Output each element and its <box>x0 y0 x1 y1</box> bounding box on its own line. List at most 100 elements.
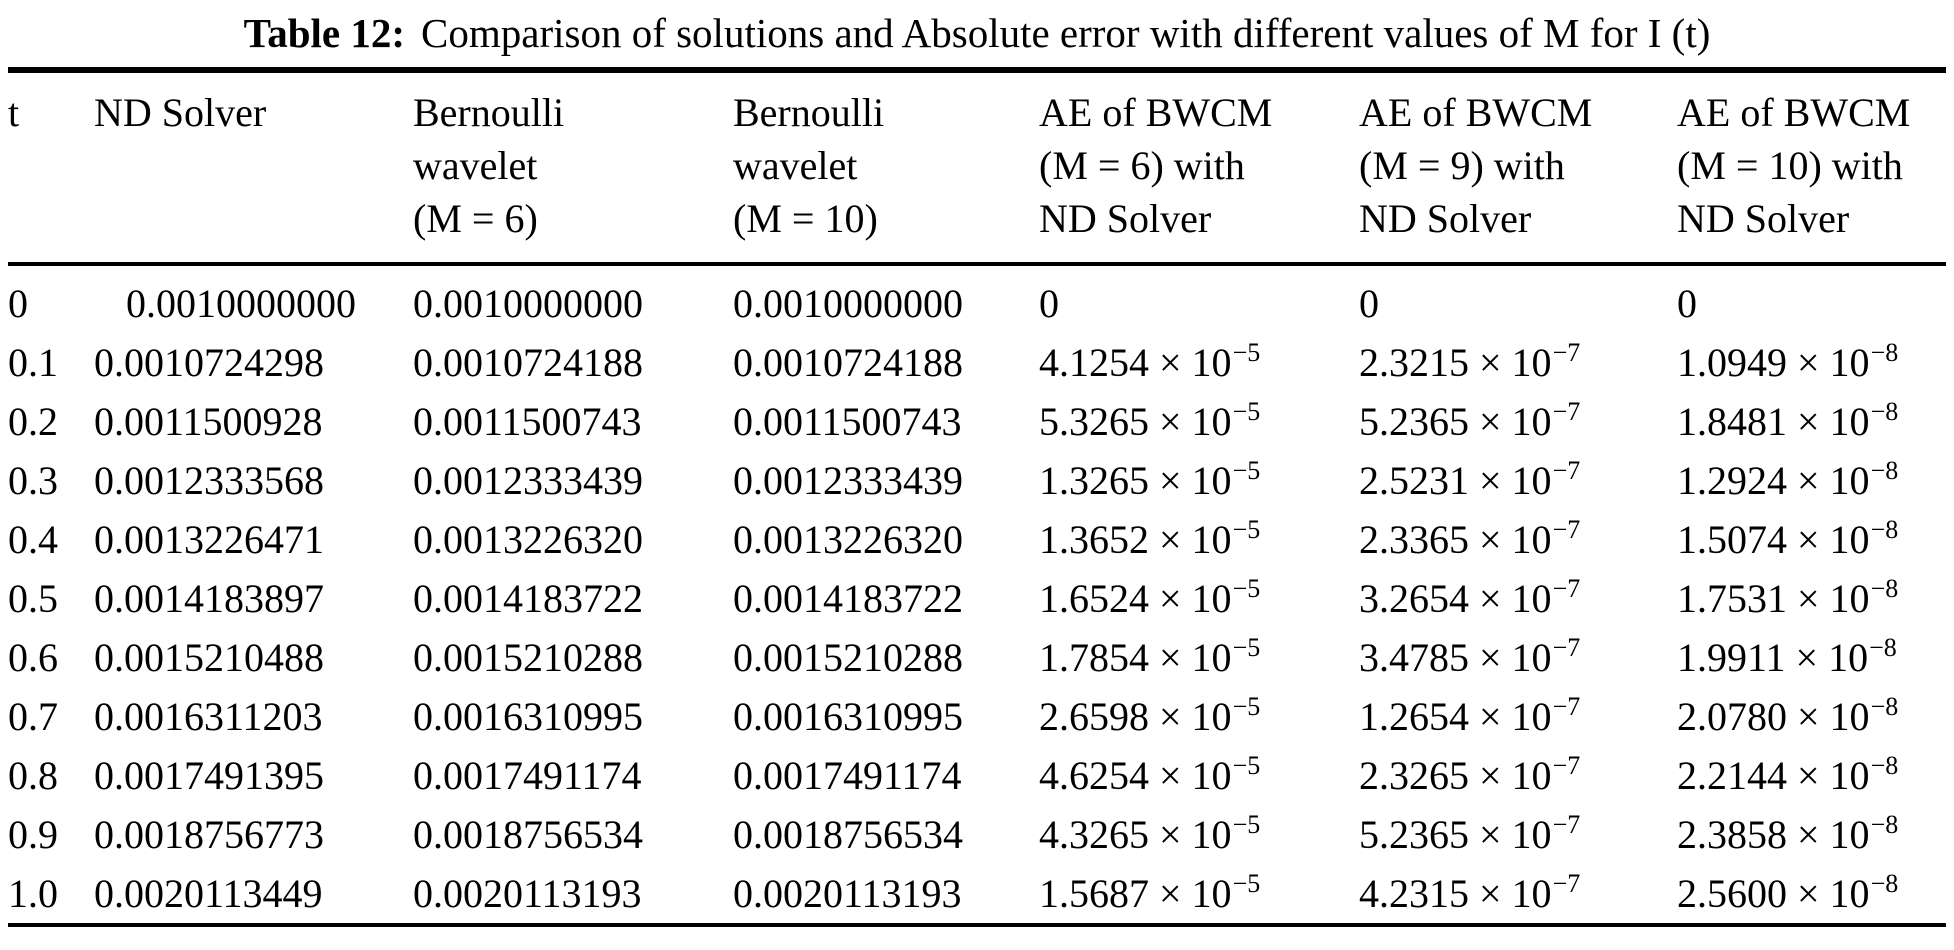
cell-t: 1.0 <box>8 870 58 916</box>
cell-bw-m6: 0.0010724188 <box>413 339 643 385</box>
cell-bw-m10: 0.0018756534 <box>733 811 963 857</box>
column-header-t: t <box>8 70 94 266</box>
exponent: −5 <box>1232 632 1261 662</box>
cell-t: 0.5 <box>8 575 58 621</box>
exponent: −8 <box>1870 396 1899 426</box>
cell-ae-m9: 2.3365 × 10−7 <box>1359 514 1581 562</box>
cell-ae-m6: 4.6254 × 10−5 <box>1039 750 1261 798</box>
cell-ae-m6: 4.3265 × 10−5 <box>1039 809 1261 857</box>
cell-bw-m6: 0.0017491174 <box>413 752 642 798</box>
cell-ae-m10: 1.0949 × 10−8 <box>1677 337 1899 385</box>
cell-bw-m6: 0.0012333439 <box>413 457 643 503</box>
cell-bw-m10: 0.0013226320 <box>733 516 963 562</box>
cell-ae-m10: 1.5074 × 10−8 <box>1677 514 1899 562</box>
exponent: −8 <box>1870 455 1899 485</box>
cell-t: 0.6 <box>8 634 58 680</box>
exponent: −5 <box>1232 750 1261 780</box>
cell-ae-m6: 1.5687 × 10−5 <box>1039 868 1261 916</box>
table-row: 0.7 0.0016311203 0.0016310995 0.0016310995 2… <box>8 687 1946 746</box>
table-caption: Table 12: Comparison of solutions and Abs… <box>8 8 1946 59</box>
cell-nd-solver: 0.0011500928 <box>94 398 323 444</box>
cell-nd-solver: 0.0014183897 <box>94 575 324 621</box>
table-body: 0 0.0010000000 0.0010000000 0.0010000000 0 0 0… <box>8 264 1946 925</box>
cell-bw-m6: 0.0016310995 <box>413 693 643 739</box>
table-row: 0.1 0.0010724298 0.0010724188 0.0010724188 4… <box>8 333 1946 392</box>
cell-ae-m10: 1.9911 × 10−8 <box>1677 632 1897 680</box>
cell-ae-m9: 4.2315 × 10−7 <box>1359 868 1581 916</box>
exponent: −7 <box>1552 455 1581 485</box>
cell-ae-m6: 1.7854 × 10−5 <box>1039 632 1261 680</box>
cell-ae-m6: 0 <box>1039 280 1059 326</box>
table-row: 0.4 0.0013226471 0.0013226320 0.0013226320 1… <box>8 510 1946 569</box>
exponent: −5 <box>1232 455 1261 485</box>
column-header-ae-m9: AE of BWCM (M = 9) with ND Solver <box>1359 70 1677 266</box>
exponent: −7 <box>1552 514 1581 544</box>
exponent: −5 <box>1232 396 1261 426</box>
cell-bw-m10: 0.0012333439 <box>733 457 963 503</box>
cell-nd-solver: 0.0015210488 <box>94 634 324 680</box>
cell-bw-m6: 0.0013226320 <box>413 516 643 562</box>
table-row: 0.2 0.0011500928 0.0011500743 0.0011500743 5… <box>8 392 1946 451</box>
cell-bw-m6: 0.0018756534 <box>413 811 643 857</box>
cell-bw-m6: 0.0010000000 <box>413 280 643 326</box>
cell-ae-m9: 2.3215 × 10−7 <box>1359 337 1581 385</box>
cell-t: 0.4 <box>8 516 58 562</box>
cell-ae-m10: 2.3858 × 10−8 <box>1677 809 1899 857</box>
cell-bw-m10: 0.0017491174 <box>733 752 962 798</box>
table-header: t ND Solver Bernoulli wavelet (M = 6) Bernoul… <box>8 70 1946 266</box>
column-header-bw-m10: Bernoulli wavelet (M = 10) <box>733 70 1039 266</box>
cell-nd-solver: 0.0018756773 <box>94 811 324 857</box>
cell-ae-m10: 1.2924 × 10−8 <box>1677 455 1899 503</box>
cell-ae-m10: 2.2144 × 10−8 <box>1677 750 1899 798</box>
table-row: 0.3 0.0012333568 0.0012333439 0.0012333439 1… <box>8 451 1946 510</box>
cell-bw-m10: 0.0010724188 <box>733 339 963 385</box>
exponent: −8 <box>1870 337 1899 367</box>
column-header-ae-m6: AE of BWCM (M = 6) with ND Solver <box>1039 70 1359 266</box>
exponent: −5 <box>1232 573 1261 603</box>
comparison-table: t ND Solver Bernoulli wavelet (M = 6) Bernoul… <box>8 67 1946 927</box>
exponent: −8 <box>1870 573 1899 603</box>
cell-nd-solver: 0.0013226471 <box>94 516 324 562</box>
exponent: −5 <box>1232 514 1261 544</box>
cell-t: 0.1 <box>8 339 58 385</box>
cell-bw-m6: 0.0015210288 <box>413 634 643 680</box>
exponent: −8 <box>1870 809 1899 839</box>
cell-ae-m6: 1.3265 × 10−5 <box>1039 455 1261 503</box>
table-row: 0.9 0.0018756773 0.0018756534 0.0018756534 4… <box>8 805 1946 864</box>
exponent: −5 <box>1232 691 1261 721</box>
table-row: 0.8 0.0017491395 0.0017491174 0.0017491174 4… <box>8 746 1946 805</box>
table-header-row: t ND Solver Bernoulli wavelet (M = 6) Bernoul… <box>8 70 1946 266</box>
cell-t: 0.2 <box>8 398 58 444</box>
exponent: −7 <box>1552 750 1581 780</box>
cell-ae-m10: 2.5600 × 10−8 <box>1677 868 1899 916</box>
cell-bw-m10: 0.0016310995 <box>733 693 963 739</box>
cell-bw-m10: 0.0014183722 <box>733 575 963 621</box>
cell-t: 0.9 <box>8 811 58 857</box>
cell-ae-m10: 1.8481 × 10−8 <box>1677 396 1899 444</box>
cell-ae-m9: 0 <box>1359 280 1379 326</box>
cell-ae-m9: 2.3265 × 10−7 <box>1359 750 1581 798</box>
column-header-bw-m6: Bernoulli wavelet (M = 6) <box>413 70 733 266</box>
cell-bw-m10: 0.0015210288 <box>733 634 963 680</box>
exponent: −8 <box>1869 632 1897 662</box>
cell-ae-m6: 4.1254 × 10−5 <box>1039 337 1261 385</box>
table-row: 0.5 0.0014183897 0.0014183722 0.0014183722 1… <box>8 569 1946 628</box>
cell-nd-solver: 0.0010000000 <box>126 280 356 326</box>
cell-t: 0.8 <box>8 752 58 798</box>
cell-ae-m10: 2.0780 × 10−8 <box>1677 691 1899 739</box>
exponent: −7 <box>1552 632 1581 662</box>
cell-ae-m9: 3.2654 × 10−7 <box>1359 573 1581 621</box>
cell-ae-m6: 2.6598 × 10−5 <box>1039 691 1261 739</box>
cell-ae-m10: 1.7531 × 10−8 <box>1677 573 1899 621</box>
cell-bw-m6: 0.0011500743 <box>413 398 642 444</box>
cell-bw-m10: 0.0011500743 <box>733 398 962 444</box>
exponent: −8 <box>1870 514 1899 544</box>
cell-ae-m6: 1.6524 × 10−5 <box>1039 573 1261 621</box>
cell-ae-m9: 1.2654 × 10−7 <box>1359 691 1581 739</box>
cell-ae-m9: 2.5231 × 10−7 <box>1359 455 1581 503</box>
column-header-nd-solver: ND Solver <box>94 70 413 266</box>
cell-nd-solver: 0.0017491395 <box>94 752 324 798</box>
cell-ae-m6: 1.3652 × 10−5 <box>1039 514 1261 562</box>
exponent: −8 <box>1870 750 1899 780</box>
exponent: −8 <box>1870 868 1899 898</box>
